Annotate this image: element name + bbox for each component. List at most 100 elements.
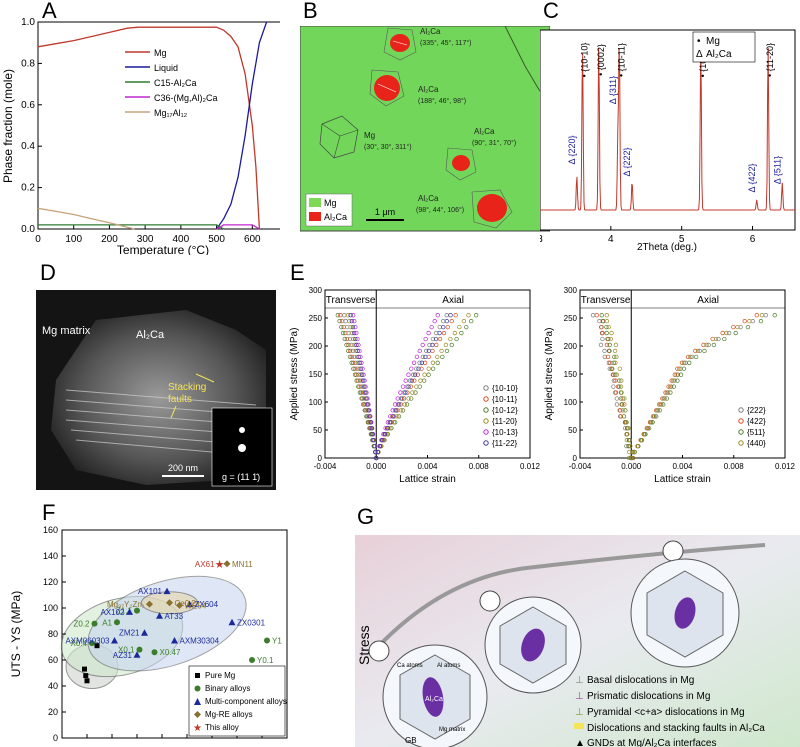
- y-tick-label: 200: [309, 342, 323, 351]
- panel-label-e: E: [290, 260, 305, 286]
- al2ca-peak-label: Δ {220}: [567, 135, 577, 164]
- point-label: X0.47: [160, 648, 181, 657]
- y-tick-label: 120: [43, 577, 58, 587]
- y-tick-label: 250: [309, 314, 323, 323]
- point-binary: [114, 619, 120, 625]
- point-label: MN11: [232, 560, 253, 569]
- y-tick-label: 50: [313, 426, 322, 435]
- lattice-strain-chart-al2ca: Transverse Axial-0.004 0.000 0.004 0.008 0.01…: [540, 285, 795, 490]
- x-tick-label: 0.000: [621, 462, 642, 471]
- y-tick-label: 60: [48, 655, 58, 665]
- stacking-label: Stacking: [168, 382, 206, 393]
- y-tick-label: 200: [564, 342, 578, 351]
- point-label: A1: [102, 618, 112, 627]
- x-axis-label: Lattice strain: [399, 474, 456, 485]
- scale-bar-label: 1 μm: [375, 207, 395, 217]
- legend-symbol-mg: •: [697, 36, 701, 47]
- point-label: ZX0301: [237, 618, 266, 627]
- svg-text:▲: ▲: [575, 738, 585, 747]
- point-label: Mg₉₇Y₂Zn₁: [107, 600, 145, 609]
- legend-entry: Binary alloys: [205, 684, 250, 693]
- svg-text:⊥: ⊥: [575, 675, 584, 686]
- legend-entry: Multi-component alloys: [205, 697, 287, 706]
- inset-ca-label: Ca atoms: [397, 663, 423, 669]
- x-axis-label: 2Theta (deg.): [637, 242, 697, 253]
- y-tick-label: 140: [43, 551, 58, 561]
- legend-entry: Mg₁₇Al₁₂: [154, 108, 188, 118]
- legend-entry: This alloy: [205, 723, 239, 732]
- mg-peak-label: • {10-10}: [580, 43, 590, 78]
- ebsd-map: Al₂Ca (335°, 45°, 117°) Al₂Ca (188°, 46°…: [300, 26, 550, 254]
- y-tick-label: 150: [309, 370, 323, 379]
- legend-entry: {422}: [747, 417, 766, 426]
- al2ca-peak-label: Δ {422}: [747, 163, 757, 192]
- y-axis-label: Phase fraction (mole): [1, 69, 15, 183]
- x-tick-label: 0.008: [724, 462, 745, 471]
- y-tick-label: 80: [48, 629, 58, 639]
- legend-basal: Basal dislocations in Mg: [587, 675, 694, 686]
- legend-marker: [195, 686, 201, 692]
- legend-label-mg: Mg: [324, 198, 337, 208]
- y-tick-label: 40: [48, 681, 58, 691]
- legend-entry: Mg-RE alloys: [205, 710, 253, 719]
- point-label: AX102: [100, 608, 125, 617]
- region-label-axial: Axial: [442, 295, 464, 306]
- region-label-transverse: Transverse: [581, 295, 631, 306]
- legend-al2ca-faults: Dislocations and stacking faults in Al₂C…: [587, 723, 765, 734]
- x-tick-label: 100: [65, 234, 82, 245]
- point-label: ZM21: [119, 629, 140, 638]
- legend-entry: Mg: [154, 48, 167, 58]
- legend-gnds: GNDs at Mg/Al₂Ca interfaces: [587, 738, 716, 747]
- y-axis-label: UTS - YS (MPa): [9, 591, 23, 677]
- legend-entry: {222}: [747, 406, 766, 415]
- x-tick-label: 500: [208, 234, 225, 245]
- svg-text:⊥: ⊥: [575, 707, 584, 718]
- inset-matrix-label: Mg matrix: [439, 727, 465, 733]
- legend-label-al2ca: Al₂Ca: [324, 212, 347, 222]
- x-tick-label: 0.004: [417, 462, 438, 471]
- scale-bar-label: 200 nm: [168, 463, 198, 473]
- point-this: ★: [215, 559, 225, 571]
- y-tick-label: 0.8: [21, 58, 35, 69]
- grain-1-angles: (335°, 45°, 117°): [420, 39, 471, 47]
- al2ca-peak-label: Δ {311}: [608, 76, 618, 104]
- schematic-diagram: Stress Al₂Ca Ca atoms Al atoms Mg matrix…: [355, 535, 800, 747]
- point-label: WE54: [185, 601, 207, 610]
- y-tick-label: 160: [43, 525, 58, 535]
- inset-phase-label: Al₂Ca: [425, 696, 443, 703]
- point-binary: [249, 657, 255, 663]
- panel-label-d: D: [40, 260, 56, 286]
- x-tick-label: -0.004: [314, 462, 337, 471]
- point-label: Y0.1: [257, 656, 274, 665]
- x-tick-label: 4: [608, 234, 614, 245]
- x-tick-label: 3: [540, 234, 543, 245]
- legend-label-al2ca: Al₂Ca: [706, 49, 732, 60]
- mg-matrix-label: Mg matrix: [42, 325, 91, 337]
- grain-3-label: Mg: [364, 131, 375, 140]
- mg-peak-label: • {10-11}: [616, 43, 626, 77]
- point-label: Z0.2: [73, 620, 90, 629]
- point-label: AT33: [165, 612, 184, 621]
- x-tick-label: 0: [35, 234, 41, 245]
- point-pure: [82, 667, 87, 672]
- xrd-pattern-chart: 3456 • {10-10}• {0002}• {10-11}• {10-12}…: [540, 0, 800, 255]
- g-vector-label: g = (11 1̄): [222, 472, 260, 482]
- grain-4-label: Al₂Ca: [474, 127, 495, 136]
- x-tick-label: 0.008: [469, 462, 490, 471]
- legend-pyramidal: Pyramidal <c+a> dislocations in Mg: [587, 707, 745, 718]
- y-tick-label: 300: [309, 286, 323, 295]
- y-tick-label: 0: [318, 454, 323, 463]
- y-tick-label: 0: [53, 733, 58, 743]
- legend-entry: Liquid: [154, 63, 178, 73]
- x-tick-label: 200: [101, 234, 118, 245]
- inset-al-label: Al atoms: [437, 663, 460, 669]
- uts-ys-chart: 020406080100120140160UTS - YS (MPa) X0.4Z…: [0, 500, 300, 747]
- grain-2-angles: (188°, 46°, 98°): [418, 97, 466, 105]
- legend-swatch-mg: [309, 198, 321, 207]
- y-tick-label: 20: [48, 707, 58, 717]
- point-binary: [137, 647, 143, 653]
- point-label: AXM060303: [65, 637, 110, 646]
- y-axis-label: Applied stress (MPa): [289, 328, 300, 421]
- point-pure: [83, 673, 88, 678]
- legend-entry: {440}: [747, 439, 766, 448]
